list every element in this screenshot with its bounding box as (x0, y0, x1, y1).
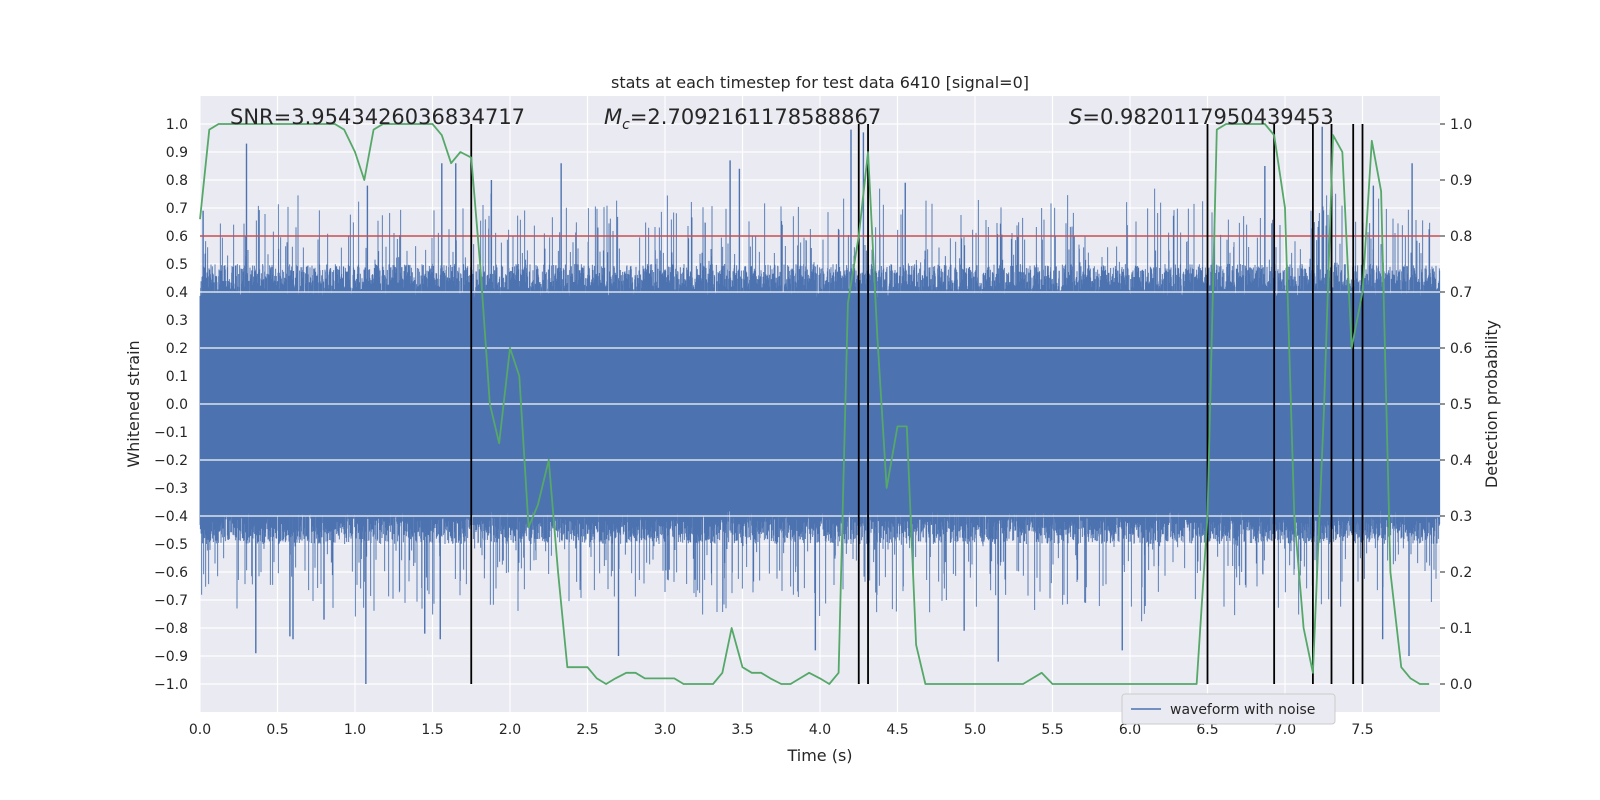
x-tick-label: 3.5 (731, 722, 753, 738)
x-tick-label: 4.5 (886, 722, 908, 738)
x-tick-label: 2.5 (576, 722, 598, 738)
y-tick-label: 0.0 (166, 397, 188, 413)
probability-series (199, 123, 1440, 685)
x-tick-label: 1.0 (344, 722, 366, 738)
y-right-tick-label: 0.5 (1450, 397, 1472, 413)
y-right-tick-label: 0.1 (1450, 621, 1472, 637)
y-right-tick-label: 0.8 (1450, 229, 1472, 245)
chart-title: stats at each timestep for test data 641… (611, 73, 1029, 92)
chirp-mass-annotation: Mc=2.7092161178588867 (604, 105, 881, 133)
x-tick-label: 4.0 (809, 722, 831, 738)
y-right-tick-label: 1.0 (1450, 117, 1472, 133)
y-tick-label: −0.2 (154, 453, 188, 469)
x-tick-label: 1.5 (421, 722, 443, 738)
x-tick-label: 6.5 (1196, 722, 1218, 738)
y-right-tick-label: 0.0 (1450, 677, 1472, 693)
y-tick-label: −0.6 (154, 565, 188, 581)
legend-box (1121, 693, 1336, 725)
y-tick-label: −0.9 (154, 649, 188, 665)
score-annotation: S=0.9820117950439453 (1069, 105, 1334, 129)
strain-series (199, 126, 1441, 684)
y-tick-label: 0.8 (166, 173, 188, 189)
y-tick-label: 0.4 (166, 285, 188, 301)
y-tick-label: 0.3 (166, 313, 188, 329)
x-tick-label: 3.0 (654, 722, 676, 738)
y-tick-label: 0.5 (166, 257, 188, 273)
y-tick-label: −0.5 (154, 537, 188, 553)
x-tick-label: 5.0 (964, 722, 986, 738)
y-axis-label-right: Detection probability (1482, 320, 1501, 488)
legend-label: waveform with noise (1170, 702, 1315, 718)
x-tick-label: 0.0 (189, 722, 211, 738)
y-tick-label: −1.0 (154, 677, 188, 693)
x-tick-label: 7.0 (1274, 722, 1296, 738)
y-tick-label: 0.1 (166, 369, 188, 385)
y-right-tick-label: 0.4 (1450, 453, 1472, 469)
strain-trace (199, 188, 1441, 622)
y-right-tick-label: 0.2 (1450, 565, 1472, 581)
y-tick-label: −0.8 (154, 621, 188, 637)
y-tick-label: −0.4 (154, 509, 188, 525)
y-axis-label: Whitened strain (124, 340, 143, 467)
y-right-tick-label: 0.9 (1450, 173, 1472, 189)
y-right-tick-label: 0.3 (1450, 509, 1472, 525)
x-tick-label: 0.5 (266, 722, 288, 738)
axes: 0.0 0.5 1.0 1.5 2.0 2.5 3.0 3.5 4.0 4.5 5.0 5.5 6.0 6… (154, 117, 1472, 738)
y-right-tick-label: 0.7 (1450, 285, 1472, 301)
y-right-tick-label: 0.6 (1450, 341, 1472, 357)
y-tick-label: 1.0 (166, 117, 188, 133)
x-tick-label: 6.0 (1119, 722, 1141, 738)
y-tick-label: −0.7 (154, 593, 188, 609)
y-tick-label: −0.3 (154, 481, 188, 497)
x-tick-label: 2.0 (499, 722, 521, 738)
y-tick-label: 0.9 (166, 145, 188, 161)
x-tick-label: 5.5 (1041, 722, 1063, 738)
legend: waveform with noise (1121, 693, 1336, 725)
y-tick-label: 0.2 (166, 341, 188, 357)
snr-annotation: SNR=3.9543426036834717 (230, 105, 525, 129)
y-tick-label: 0.7 (166, 201, 188, 217)
y-tick-label: −0.1 (154, 425, 188, 441)
probability-line (199, 123, 1430, 685)
y-tick-label: 0.6 (166, 229, 188, 245)
x-tick-label: 7.5 (1351, 722, 1373, 738)
x-axis-label: Time (s) (786, 746, 852, 765)
